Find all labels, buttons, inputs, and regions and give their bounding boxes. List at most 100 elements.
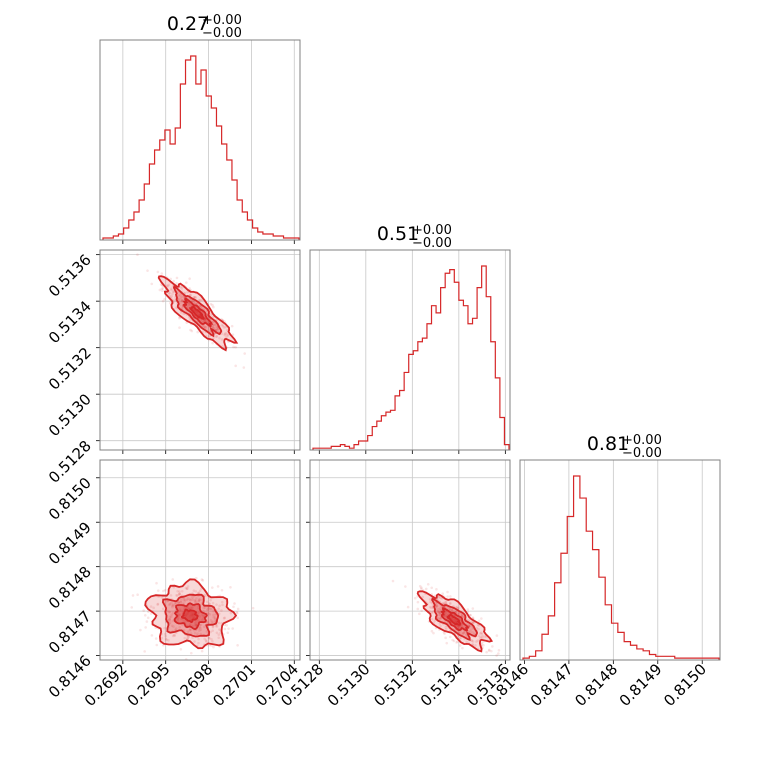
x-tick-label: 0.8149	[616, 660, 666, 710]
sample-point	[235, 610, 239, 614]
sample-point	[455, 641, 458, 644]
sample-point	[166, 284, 169, 287]
sample-point	[190, 329, 194, 333]
sample-point	[438, 614, 442, 617]
sample-point	[202, 606, 205, 610]
sample-point	[218, 628, 221, 631]
sample-point	[189, 303, 192, 306]
sample-point	[192, 301, 196, 305]
sample-point	[179, 600, 182, 604]
sample-point	[136, 253, 139, 257]
sample-point	[212, 613, 215, 617]
sample-point	[216, 327, 220, 331]
sample-point	[171, 619, 175, 623]
sample-point	[180, 300, 184, 303]
sample-point	[178, 608, 182, 611]
param-title-0: 0.27	[167, 13, 209, 35]
sample-point	[193, 631, 197, 635]
sample-point	[424, 587, 428, 591]
sample-point	[169, 277, 173, 281]
sample-point	[444, 627, 448, 631]
sample-point	[478, 636, 482, 640]
sample-point	[438, 611, 441, 615]
sample-point	[168, 602, 172, 606]
sample-point	[444, 611, 448, 615]
sample-point	[139, 628, 142, 632]
sample-point	[215, 625, 219, 628]
sample-point	[155, 643, 159, 647]
sample-point	[465, 640, 468, 644]
sample-point	[220, 609, 223, 612]
sample-point	[456, 606, 460, 610]
sample-point	[449, 595, 452, 598]
sample-point	[178, 613, 182, 616]
sample-point	[215, 335, 218, 338]
sample-point	[166, 600, 169, 603]
sample-point	[149, 612, 153, 615]
sample-point	[158, 288, 162, 292]
sample-point	[163, 632, 167, 636]
sample-point	[170, 615, 173, 619]
sample-point	[191, 636, 194, 639]
sample-point	[420, 586, 423, 589]
sample-point	[193, 598, 197, 602]
sample-point	[179, 301, 182, 305]
sample-point	[466, 608, 470, 611]
sample-point	[456, 640, 459, 643]
sample-point	[173, 602, 177, 606]
sample-point	[220, 600, 224, 604]
sample-point	[189, 318, 192, 321]
y-tick-label: 0.5132	[45, 344, 95, 394]
sample-point	[223, 332, 227, 336]
sample-point	[188, 277, 191, 280]
sample-point	[186, 587, 189, 590]
x-tick-label: 0.2701	[209, 660, 259, 710]
y-tick-label: 0.5130	[45, 390, 95, 440]
sample-point	[471, 621, 475, 625]
sample-point	[226, 631, 230, 635]
sample-point	[181, 623, 184, 627]
sample-point	[459, 630, 463, 633]
histogram-panel-1: 0.51+0.00−0.00	[309, 223, 511, 454]
sample-point	[206, 320, 210, 324]
sample-point	[189, 627, 192, 631]
sample-point	[187, 607, 191, 610]
sample-point	[177, 613, 181, 617]
sample-point	[200, 298, 204, 302]
sample-point	[215, 631, 219, 635]
sample-point	[468, 613, 472, 617]
sample-point	[175, 281, 178, 285]
sample-point	[194, 590, 198, 593]
sample-point	[444, 611, 447, 615]
sample-point	[208, 602, 211, 606]
sample-point	[444, 614, 447, 618]
sample-point	[145, 620, 149, 623]
sample-point	[202, 614, 205, 618]
sample-point	[462, 631, 465, 635]
sample-point	[171, 634, 175, 638]
sample-point	[477, 627, 480, 631]
sample-point	[232, 605, 235, 609]
sample-point	[191, 596, 194, 599]
sample-point	[470, 638, 473, 642]
sample-point	[201, 618, 204, 622]
x-tick-label: 0.8148	[571, 660, 621, 710]
sample-point	[421, 595, 424, 599]
sample-point	[172, 604, 175, 608]
sample-point	[194, 623, 198, 627]
sample-point	[420, 587, 423, 591]
sample-point	[163, 298, 166, 301]
sample-point	[164, 634, 167, 638]
sample-point	[168, 294, 172, 298]
sample-point	[220, 588, 224, 592]
sample-point	[189, 293, 192, 297]
sample-point	[216, 585, 220, 588]
sample-point	[480, 642, 484, 646]
sample-point	[191, 598, 194, 602]
sample-point	[177, 593, 181, 596]
sample-point	[178, 592, 181, 596]
sample-point	[491, 645, 494, 648]
sample-point	[477, 634, 481, 638]
sample-point	[435, 605, 438, 608]
